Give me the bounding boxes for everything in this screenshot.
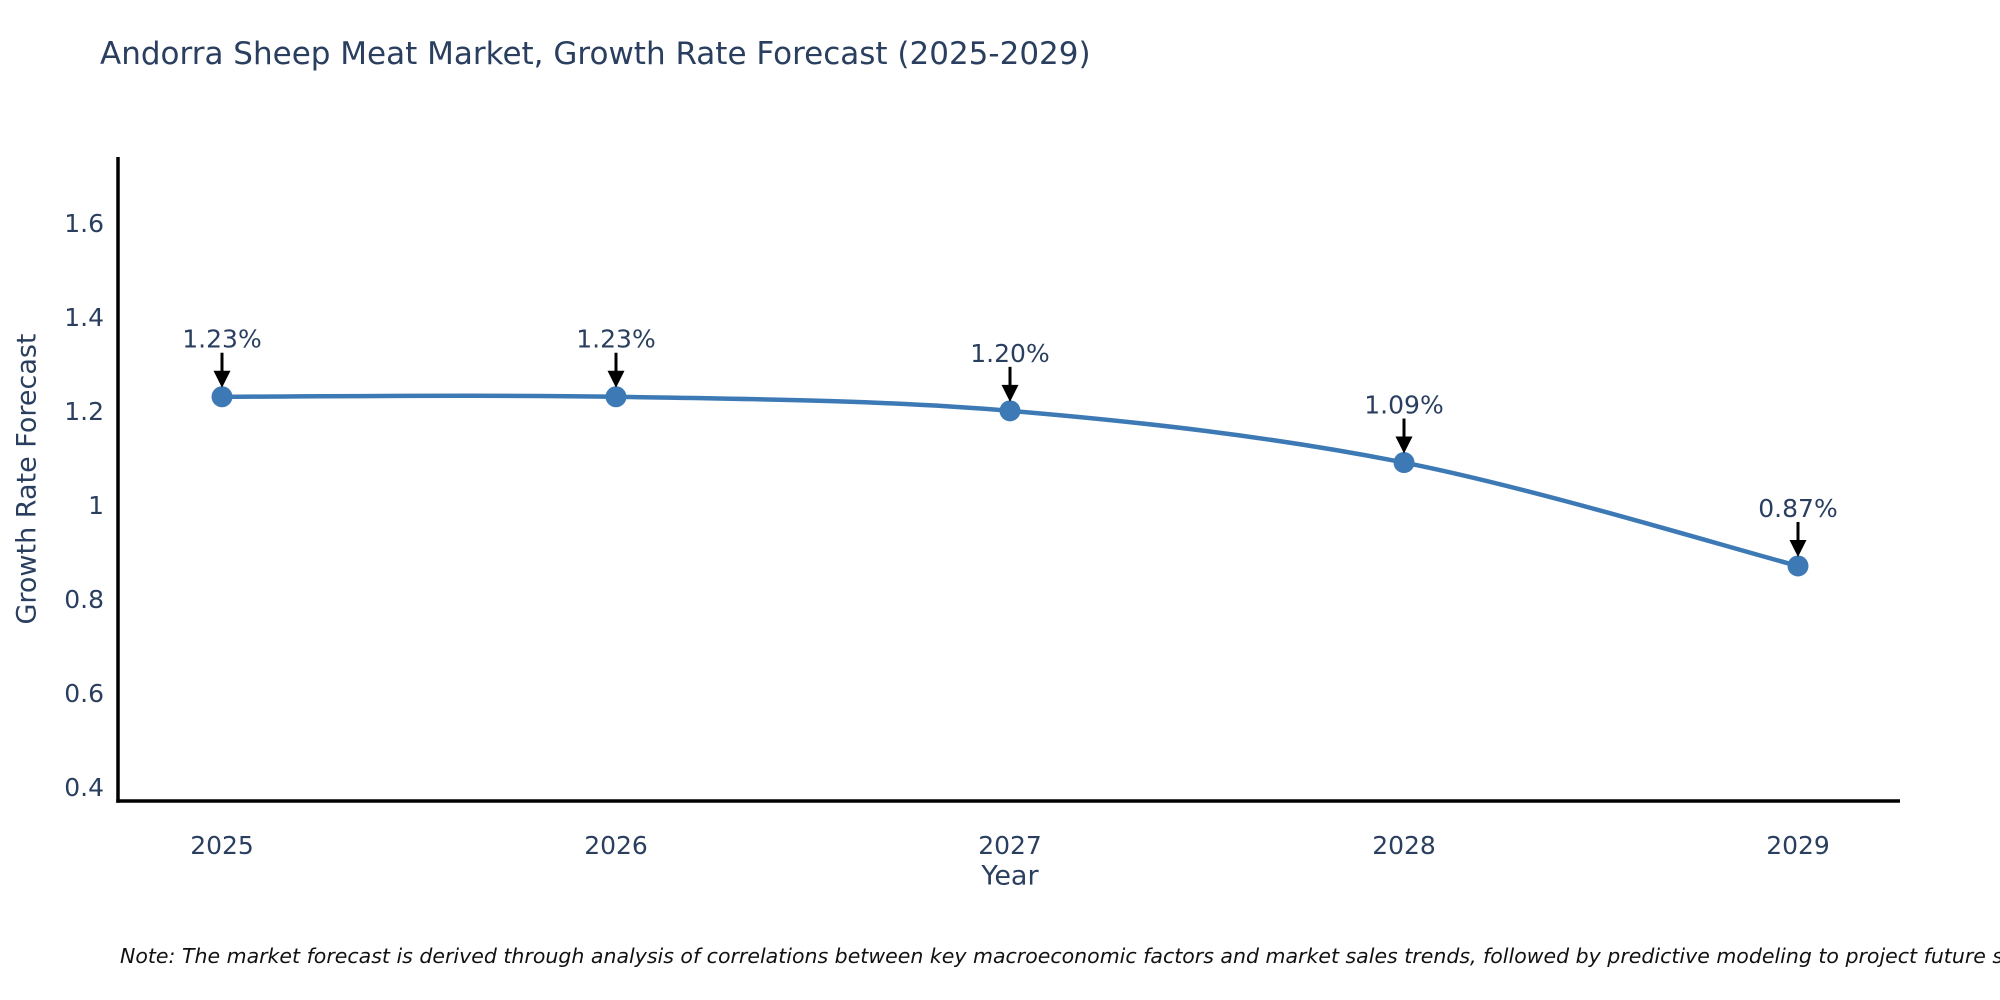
point-value-label: 1.20% xyxy=(970,339,1049,368)
point-value-label: 1.23% xyxy=(182,325,261,354)
x-tick-label: 2027 xyxy=(978,831,1042,860)
annotation-arrow-head xyxy=(1789,539,1807,557)
forecast-methodology-note: Note: The market forecast is derived thr… xyxy=(120,944,2000,968)
y-tick-label: 1.2 xyxy=(64,397,104,426)
point-value-label: 1.23% xyxy=(576,325,655,354)
data-point-marker xyxy=(1393,452,1415,474)
annotation-arrow-head xyxy=(1001,384,1019,402)
point-value-label: 1.09% xyxy=(1364,391,1443,420)
data-point-marker xyxy=(999,400,1021,422)
y-tick-label: 0.4 xyxy=(64,773,104,802)
annotation-arrow-head xyxy=(607,370,625,388)
x-axis-title: Year xyxy=(981,860,1039,892)
annotation-arrow-head xyxy=(213,370,231,388)
x-tick-label: 2026 xyxy=(584,831,648,860)
y-tick-label: 1.4 xyxy=(64,303,104,332)
y-tick-label: 0.8 xyxy=(64,585,104,614)
annotation-arrow-head xyxy=(1395,436,1413,454)
x-tick-label: 2029 xyxy=(1766,831,1830,860)
data-point-marker xyxy=(211,386,233,408)
y-tick-label: 1.6 xyxy=(64,209,104,238)
y-tick-label: 1 xyxy=(88,491,104,520)
point-value-label: 0.87% xyxy=(1758,494,1837,523)
y-tick-label: 0.6 xyxy=(64,679,104,708)
data-point-marker xyxy=(605,386,627,408)
x-tick-label: 2028 xyxy=(1372,831,1436,860)
data-point-marker xyxy=(1787,555,1809,577)
x-tick-label: 2025 xyxy=(190,831,254,860)
chart-title: Andorra Sheep Meat Market, Growth Rate F… xyxy=(100,36,1091,72)
